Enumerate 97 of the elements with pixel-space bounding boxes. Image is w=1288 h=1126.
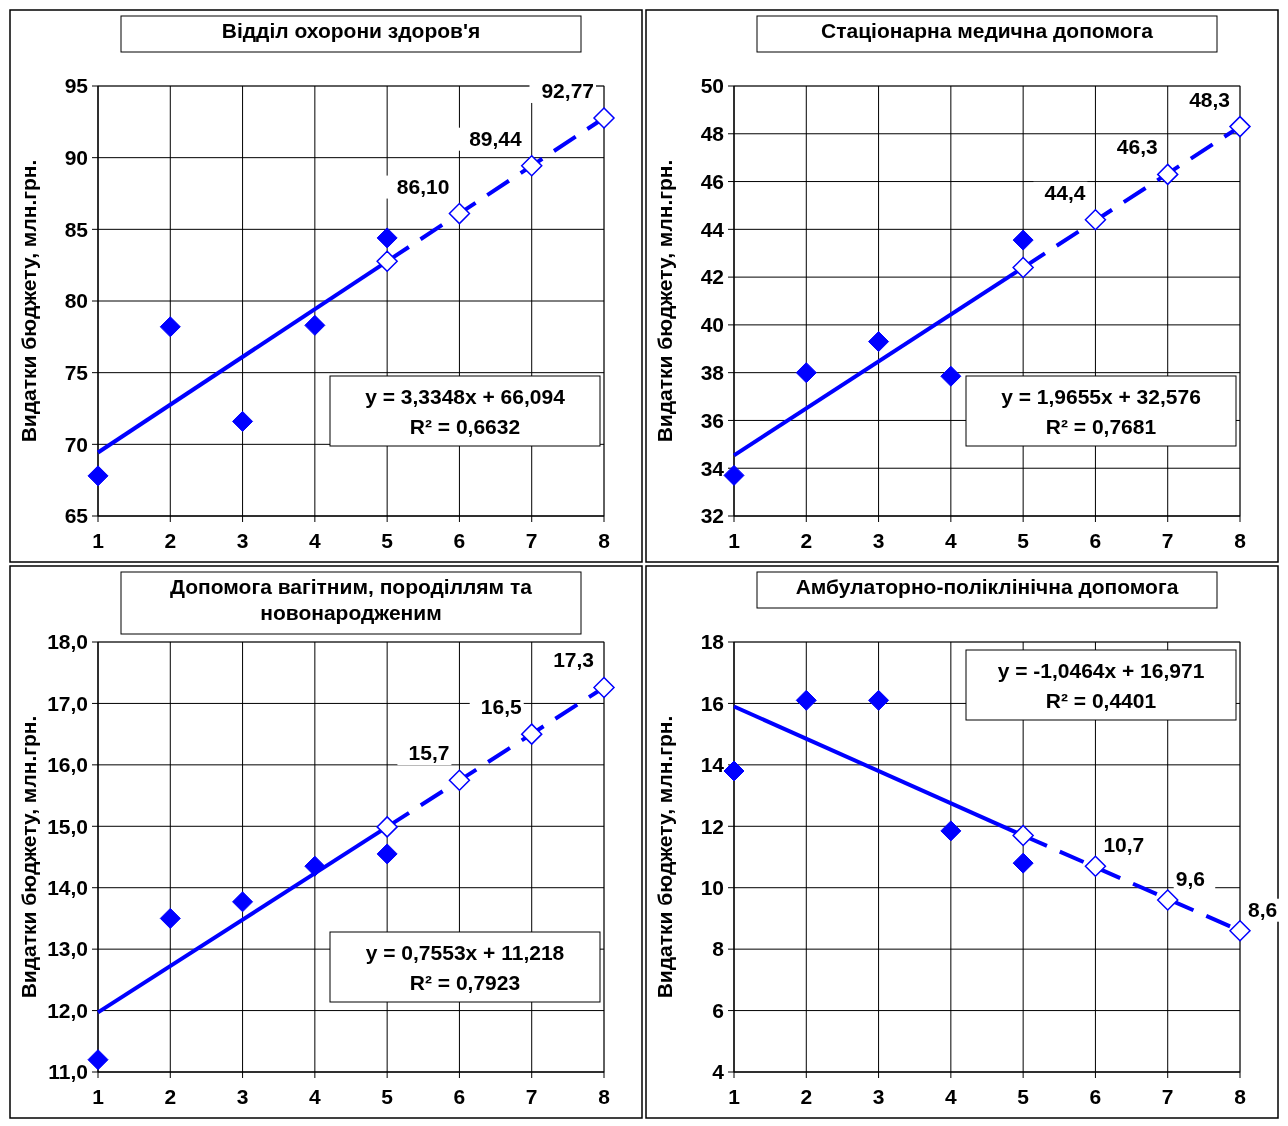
equation-box: y = 0,7553x + 11,218 R² = 0,7923 (329, 931, 601, 1003)
y-tick-label: 36 (700, 408, 724, 432)
y-tick-label: 4 (712, 1060, 725, 1084)
x-tick-label: 1 (92, 1085, 105, 1108)
y-tick-label: 70 (64, 432, 88, 456)
annotation: y = 1,9655x + 32,576 (1001, 385, 1201, 408)
data-label: 92,77 (541, 78, 594, 102)
x-tick-label: 8 (598, 529, 611, 552)
annotation: R² = 0,7681 (1045, 415, 1157, 438)
y-tick-label: 85 (64, 217, 89, 241)
chart-title: Стаціонарна медична допомога (821, 19, 1154, 42)
y-tick-label: 6 (712, 998, 724, 1022)
y-tick-label: 90 (64, 146, 88, 170)
y-tick-label: 12 (700, 814, 724, 838)
x-tick-label: 2 (164, 529, 177, 552)
x-tick-label: 5 (1017, 529, 1030, 552)
y-axis-title: Видатки бюджету, млн.грн. (653, 715, 676, 999)
x-tick-label: 2 (164, 1085, 177, 1108)
x-tick-label: 4 (945, 529, 958, 552)
data-label: 86,10 (396, 174, 450, 198)
x-tick-label: 1 (728, 529, 741, 552)
y-tick-label: 16 (700, 691, 724, 715)
y-tick-label: 11,0 (48, 1060, 88, 1084)
x-tick-label: 6 (1089, 529, 1102, 552)
annotation: y = 0,7553x + 11,218 (365, 941, 565, 964)
equation-box: y = -1,0464x + 16,971 R² = 0,4401 (965, 649, 1237, 721)
x-tick-label: 2 (800, 529, 813, 552)
x-tick-label: 6 (453, 1085, 466, 1108)
data-label: 9,6 (1175, 867, 1205, 890)
equation-box: y = 3,3348x + 66,094 R² = 0,6632 (329, 375, 601, 447)
data-label: 15,7 (408, 741, 450, 765)
y-tick-label: 44 (700, 217, 725, 241)
data-label: 46,3 (1116, 135, 1158, 159)
y-tick-label: 8 (712, 937, 725, 961)
x-tick-label: 8 (1234, 529, 1247, 552)
y-tick-label: 15,0 (47, 814, 88, 838)
data-label: 89,44 (469, 126, 523, 150)
annotation: R² = 0,4401 (1045, 689, 1157, 712)
y-tick-label: 50 (700, 74, 724, 98)
y-tick-label: 16,0 (47, 753, 88, 777)
equation-box: y = 1,9655x + 32,576 R² = 0,7681 (965, 375, 1237, 447)
x-tick-label: 3 (872, 529, 885, 552)
x-tick-label: 2 (800, 1085, 813, 1108)
data-label: 16,5 (480, 695, 523, 719)
chart-title: Амбулаторно-поліклінічна допомога (795, 575, 1179, 598)
x-tick-label: 5 (1017, 1085, 1030, 1108)
y-tick-label: 38 (700, 361, 725, 385)
x-tick-label: 6 (1089, 1085, 1102, 1108)
x-tick-label: 7 (525, 1085, 538, 1108)
y-tick-label: 34 (700, 456, 725, 480)
chart-title: Відділ охорони здоров'я (221, 19, 481, 42)
annotation: y = -1,0464x + 16,971 (997, 659, 1205, 682)
y-tick-label: 13,0 (47, 937, 88, 961)
y-tick-label: 46 (700, 169, 724, 193)
x-tick-label: 1 (728, 1085, 741, 1108)
x-tick-label: 8 (1234, 1085, 1247, 1108)
annotation: R² = 0,7923 (409, 971, 521, 994)
y-tick-label: 10 (700, 876, 724, 900)
y-tick-label: 18,0 (47, 630, 88, 654)
x-tick-label: 5 (381, 1085, 394, 1108)
data-label: 8,6 (1248, 897, 1278, 921)
y-axis-title: Видатки бюджету, млн.грн. (653, 159, 676, 443)
data-label: 10,7 (1103, 833, 1145, 857)
x-tick-label: 7 (1161, 1085, 1174, 1108)
annotation: y = 3,3348x + 66,094 (365, 385, 566, 408)
y-axis-title: Видатки бюджету, млн.грн. (17, 715, 40, 999)
x-tick-label: 8 (598, 1085, 611, 1108)
x-tick-label: 1 (92, 529, 105, 552)
annotation: R² = 0,6632 (409, 415, 521, 438)
y-tick-label: 18 (700, 630, 725, 654)
x-tick-label: 3 (236, 1085, 249, 1108)
y-tick-label: 42 (700, 265, 724, 289)
y-tick-label: 14,0 (47, 876, 88, 900)
x-tick-label: 4 (945, 1085, 958, 1108)
y-tick-label: 14 (700, 753, 725, 777)
x-tick-label: 4 (309, 529, 322, 552)
x-tick-label: 4 (309, 1085, 322, 1108)
y-tick-label: 75 (64, 361, 89, 385)
chart-title: Допомога вагітним, породіллям та новонародженим (170, 575, 533, 624)
y-tick-label: 48 (700, 122, 725, 146)
data-label: 48,3 (1189, 87, 1230, 111)
y-tick-label: 12,0 (47, 998, 88, 1022)
x-tick-label: 6 (453, 529, 466, 552)
x-tick-label: 5 (381, 529, 394, 552)
y-tick-label: 80 (64, 289, 88, 313)
x-tick-label: 3 (236, 529, 249, 552)
x-tick-label: 7 (1161, 529, 1174, 552)
y-tick-label: 32 (700, 504, 724, 528)
y-tick-label: 65 (64, 504, 89, 528)
data-label: 17,3 (553, 648, 594, 672)
x-tick-label: 3 (872, 1085, 885, 1108)
y-tick-label: 17,0 (47, 691, 88, 715)
x-tick-label: 7 (525, 529, 538, 552)
y-axis-title: Видатки бюджету, млн.грн. (17, 159, 40, 443)
y-tick-label: 40 (700, 313, 724, 337)
data-label: 44,4 (1044, 180, 1086, 204)
y-tick-label: 95 (64, 74, 89, 98)
